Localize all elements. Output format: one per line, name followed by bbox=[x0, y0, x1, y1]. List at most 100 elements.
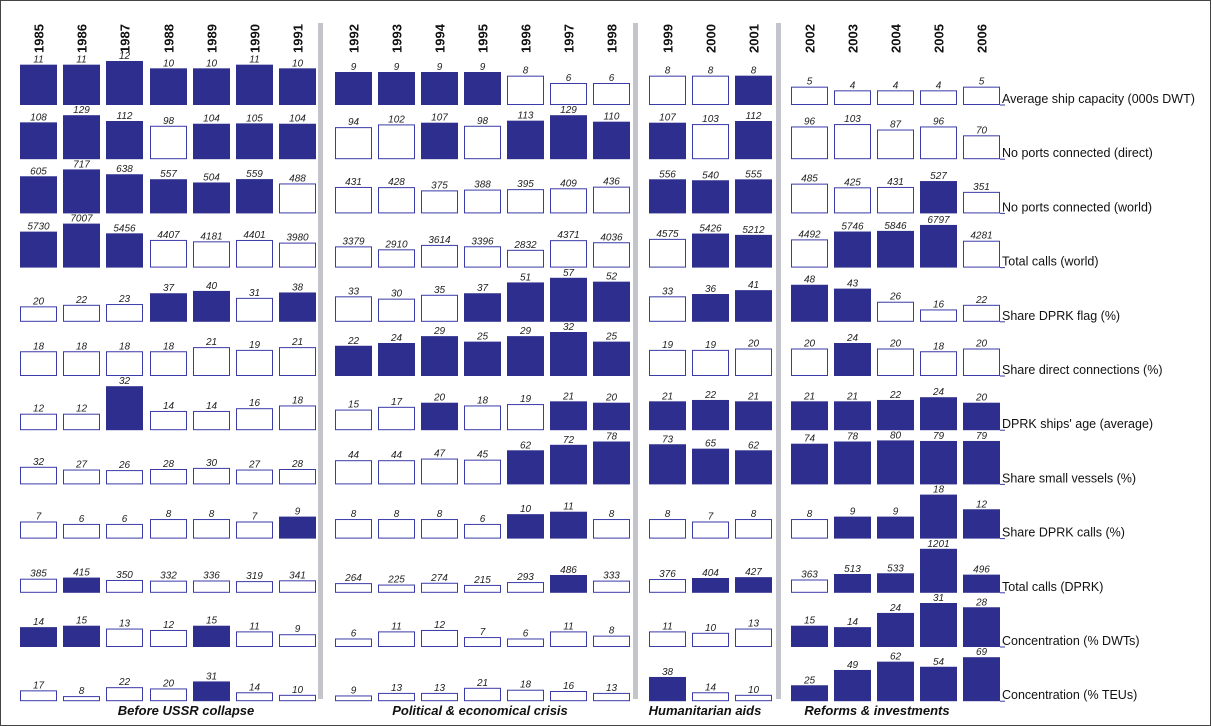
data-label-1990-row-12: 14 bbox=[249, 682, 261, 693]
data-label-2005-row-3: 527 bbox=[930, 171, 947, 182]
bar-2004-row-1 bbox=[877, 90, 914, 106]
data-label-1994-row-1: 9 bbox=[437, 62, 443, 73]
bar-1997-row-10 bbox=[550, 574, 587, 593]
bar-2002-row-3 bbox=[791, 183, 828, 214]
data-label-1991-row-1: 10 bbox=[292, 58, 304, 69]
data-label-1995-row-4: 3396 bbox=[471, 236, 494, 247]
bar-1998-row-9 bbox=[593, 519, 630, 539]
bar-1989-row-8 bbox=[193, 467, 230, 485]
bar-2004-row-9 bbox=[877, 516, 914, 539]
bar-1998-row-4 bbox=[593, 242, 630, 268]
data-label-2000-row-2: 103 bbox=[702, 114, 719, 125]
bar-2004-row-11 bbox=[877, 612, 914, 648]
bar-2004-row-10 bbox=[877, 573, 914, 593]
data-label-1985-row-5: 20 bbox=[32, 296, 45, 307]
bar-1992-row-11 bbox=[335, 638, 372, 648]
data-label-2006-row-9: 12 bbox=[976, 499, 988, 510]
bar-2001-row-8 bbox=[735, 450, 772, 485]
data-label-1998-row-9: 8 bbox=[609, 509, 615, 520]
bar-2006-row-10 bbox=[963, 574, 1000, 593]
bar-1990-row-1 bbox=[236, 64, 273, 105]
bar-1999-row-10 bbox=[649, 579, 686, 593]
bar-2001-row-12 bbox=[735, 694, 772, 702]
bar-1991-row-4 bbox=[279, 242, 316, 268]
data-label-1986-row-8: 27 bbox=[75, 460, 88, 471]
data-label-2003-row-7: 21 bbox=[846, 391, 858, 402]
data-label-1991-row-3: 488 bbox=[289, 173, 306, 184]
data-label-1990-row-10: 319 bbox=[246, 571, 263, 582]
bar-2005-row-9 bbox=[920, 494, 957, 539]
data-label-1993-row-9: 8 bbox=[394, 509, 400, 520]
data-label-2002-row-10: 363 bbox=[801, 570, 818, 581]
bar-2001-row-11 bbox=[735, 628, 772, 648]
data-label-1985-row-12: 17 bbox=[33, 680, 45, 691]
data-label-1991-row-2: 104 bbox=[289, 114, 306, 125]
bar-2001-row-9 bbox=[735, 519, 772, 539]
bar-1988-row-10 bbox=[150, 580, 187, 593]
data-label-1990-row-7: 16 bbox=[249, 398, 261, 409]
row-label-3: No ports connected (world) bbox=[1002, 200, 1152, 214]
bar-2003-row-4 bbox=[834, 231, 871, 268]
data-label-1993-row-5: 30 bbox=[391, 289, 403, 300]
bar-1991-row-6 bbox=[279, 347, 316, 376]
data-label-2002-row-7: 21 bbox=[803, 391, 815, 402]
bar-1992-row-7 bbox=[335, 409, 372, 431]
data-label-2000-row-11: 10 bbox=[705, 623, 717, 634]
data-label-1994-row-12: 13 bbox=[434, 683, 446, 694]
bar-1996-row-7 bbox=[507, 404, 544, 431]
bar-2006-row-11 bbox=[963, 607, 1000, 647]
year-label-1988: 1988 bbox=[162, 24, 177, 53]
bar-2003-row-9 bbox=[834, 516, 871, 539]
data-label-1997-row-2: 129 bbox=[560, 105, 577, 116]
bar-2001-row-2 bbox=[735, 120, 772, 160]
data-label-1989-row-1: 10 bbox=[206, 58, 218, 69]
bar-1999-row-8 bbox=[649, 444, 686, 485]
bar-2006-row-2 bbox=[963, 135, 1000, 160]
data-label-1998-row-12: 13 bbox=[606, 683, 618, 694]
bar-1997-row-2 bbox=[550, 115, 587, 160]
bar-1989-row-10 bbox=[193, 580, 230, 593]
bar-1995-row-5 bbox=[464, 293, 501, 322]
bar-1990-row-5 bbox=[236, 297, 273, 322]
bar-1988-row-12 bbox=[150, 688, 187, 702]
bar-2002-row-2 bbox=[791, 126, 828, 160]
data-label-1995-row-5: 37 bbox=[477, 283, 489, 294]
data-label-1989-row-12: 31 bbox=[206, 671, 217, 682]
bar-1986-row-12 bbox=[63, 696, 100, 702]
data-label-2004-row-2: 87 bbox=[890, 120, 902, 131]
data-label-2006-row-6: 20 bbox=[975, 339, 988, 350]
bar-1995-row-3 bbox=[464, 189, 501, 214]
data-label-2000-row-10: 404 bbox=[702, 568, 719, 579]
data-label-1996-row-5: 51 bbox=[520, 272, 531, 283]
bar-1996-row-6 bbox=[507, 336, 544, 376]
bar-1998-row-1 bbox=[593, 83, 630, 105]
data-label-1988-row-1: 10 bbox=[163, 58, 175, 69]
data-label-2006-row-5: 22 bbox=[975, 295, 988, 306]
row-label-10: Total calls (DPRK) bbox=[1002, 580, 1103, 594]
year-label-1991: 1991 bbox=[291, 24, 306, 53]
bar-2005-row-10 bbox=[920, 548, 957, 593]
data-label-1995-row-3: 388 bbox=[474, 180, 491, 191]
data-label-1992-row-8: 44 bbox=[348, 450, 360, 461]
bar-1989-row-11 bbox=[193, 625, 230, 647]
data-label-1996-row-6: 29 bbox=[519, 326, 532, 337]
row-label-7: DPRK ships' age (average) bbox=[1002, 417, 1153, 431]
data-label-1996-row-3: 395 bbox=[517, 179, 534, 190]
data-label-1987-row-2: 112 bbox=[117, 111, 133, 122]
data-label-2005-row-4: 6797 bbox=[927, 215, 950, 226]
data-label-2002-row-9: 8 bbox=[807, 509, 813, 520]
bar-1995-row-9 bbox=[464, 523, 501, 539]
row-label-1: Average ship capacity (000s DWT) bbox=[1002, 92, 1195, 106]
data-label-2006-row-8: 79 bbox=[976, 431, 988, 442]
bar-1997-row-3 bbox=[550, 188, 587, 214]
bar-1999-row-9 bbox=[649, 519, 686, 539]
data-label-1991-row-9: 9 bbox=[295, 507, 301, 518]
bar-2001-row-5 bbox=[735, 290, 772, 322]
data-label-1992-row-12: 9 bbox=[351, 685, 357, 696]
bar-1985-row-8 bbox=[20, 466, 57, 485]
data-label-2002-row-8: 74 bbox=[804, 434, 816, 445]
bar-1987-row-5 bbox=[106, 304, 143, 322]
period-label-3: Humanitarian aids bbox=[649, 703, 762, 718]
data-label-1998-row-7: 20 bbox=[605, 393, 618, 404]
data-label-2005-row-9: 18 bbox=[933, 485, 945, 496]
